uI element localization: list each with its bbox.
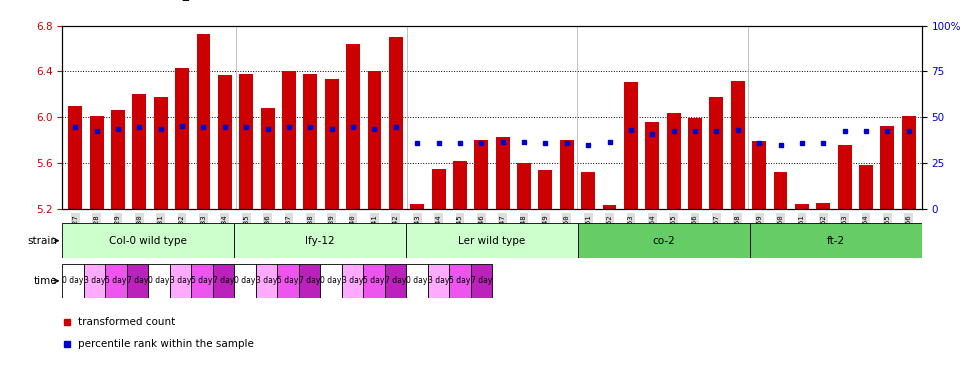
Bar — [449, 264, 470, 298]
Bar — [410, 204, 424, 209]
Bar — [432, 169, 445, 209]
Text: 5 day: 5 day — [277, 276, 299, 285]
Bar — [68, 106, 83, 209]
Bar — [816, 203, 830, 209]
Text: Col-0 wild type: Col-0 wild type — [109, 236, 187, 246]
Bar — [320, 264, 342, 298]
Bar — [880, 126, 895, 209]
Text: 3 day: 3 day — [170, 276, 191, 285]
Bar — [385, 264, 406, 298]
Bar — [148, 264, 170, 298]
Bar — [191, 264, 213, 298]
Text: percentile rank within the sample: percentile rank within the sample — [78, 339, 253, 349]
Text: 5 day: 5 day — [106, 276, 127, 285]
Bar — [368, 71, 381, 209]
Bar — [197, 34, 210, 209]
Bar — [581, 172, 595, 209]
Bar — [62, 264, 84, 298]
Bar — [218, 75, 231, 209]
Bar — [731, 81, 745, 209]
Bar — [347, 44, 360, 209]
Bar — [127, 264, 148, 298]
Text: 7 day: 7 day — [213, 276, 234, 285]
Text: 5 day: 5 day — [191, 276, 213, 285]
Bar — [175, 68, 189, 209]
Bar — [838, 145, 852, 209]
Bar — [560, 140, 574, 209]
Bar — [474, 140, 489, 209]
Bar — [709, 97, 724, 209]
Text: 5 day: 5 day — [363, 276, 385, 285]
Bar — [389, 37, 403, 209]
Bar — [363, 264, 385, 298]
Bar — [282, 71, 296, 209]
Text: 7 day: 7 day — [127, 276, 148, 285]
Bar — [154, 97, 168, 209]
Text: 3 day: 3 day — [427, 276, 449, 285]
Bar — [277, 264, 299, 298]
Bar — [89, 116, 104, 209]
Bar — [406, 264, 427, 298]
Bar — [303, 74, 317, 209]
Bar — [132, 94, 146, 209]
Text: 0 day: 0 day — [62, 276, 84, 285]
Bar — [603, 205, 616, 209]
Bar — [234, 223, 406, 258]
Bar — [750, 223, 922, 258]
Bar — [84, 264, 106, 298]
Text: time: time — [34, 276, 58, 286]
Bar — [213, 264, 234, 298]
Bar — [688, 118, 702, 209]
Bar — [470, 264, 492, 298]
Bar — [255, 264, 277, 298]
Bar — [406, 223, 578, 258]
Bar — [667, 113, 681, 209]
Bar — [578, 223, 750, 258]
Text: 0 day: 0 day — [406, 276, 427, 285]
Bar — [539, 170, 552, 209]
Bar — [106, 264, 127, 298]
Bar — [111, 110, 125, 209]
Bar — [901, 116, 916, 209]
Bar — [239, 74, 253, 209]
Bar — [234, 264, 255, 298]
Text: 0 day: 0 day — [149, 276, 170, 285]
Text: 7 day: 7 day — [385, 276, 406, 285]
Text: strain: strain — [28, 236, 58, 246]
Bar — [427, 264, 449, 298]
Bar — [795, 204, 809, 209]
Text: 5 day: 5 day — [449, 276, 470, 285]
Text: Ler wild type: Ler wild type — [458, 236, 526, 246]
Text: 0 day: 0 day — [321, 276, 342, 285]
Bar — [342, 264, 363, 298]
Text: ft-2: ft-2 — [827, 236, 845, 246]
Bar — [774, 172, 787, 209]
Text: 3 day: 3 day — [255, 276, 277, 285]
Bar — [170, 264, 191, 298]
Text: 0 day: 0 day — [234, 276, 255, 285]
Bar — [453, 161, 467, 209]
Bar — [495, 137, 510, 209]
Bar — [624, 82, 637, 209]
Bar — [299, 264, 321, 298]
Text: 3 day: 3 day — [342, 276, 363, 285]
Bar — [260, 108, 275, 209]
Bar — [517, 163, 531, 209]
Text: 3 day: 3 day — [84, 276, 106, 285]
Bar — [859, 165, 873, 209]
Text: lfy-12: lfy-12 — [305, 236, 335, 246]
Bar — [645, 122, 660, 209]
Text: 7 day: 7 day — [470, 276, 492, 285]
Bar — [62, 223, 234, 258]
Text: 7 day: 7 day — [299, 276, 320, 285]
Text: transformed count: transformed count — [78, 317, 175, 327]
Bar — [753, 141, 766, 209]
Text: co-2: co-2 — [653, 236, 675, 246]
Bar — [324, 79, 339, 209]
